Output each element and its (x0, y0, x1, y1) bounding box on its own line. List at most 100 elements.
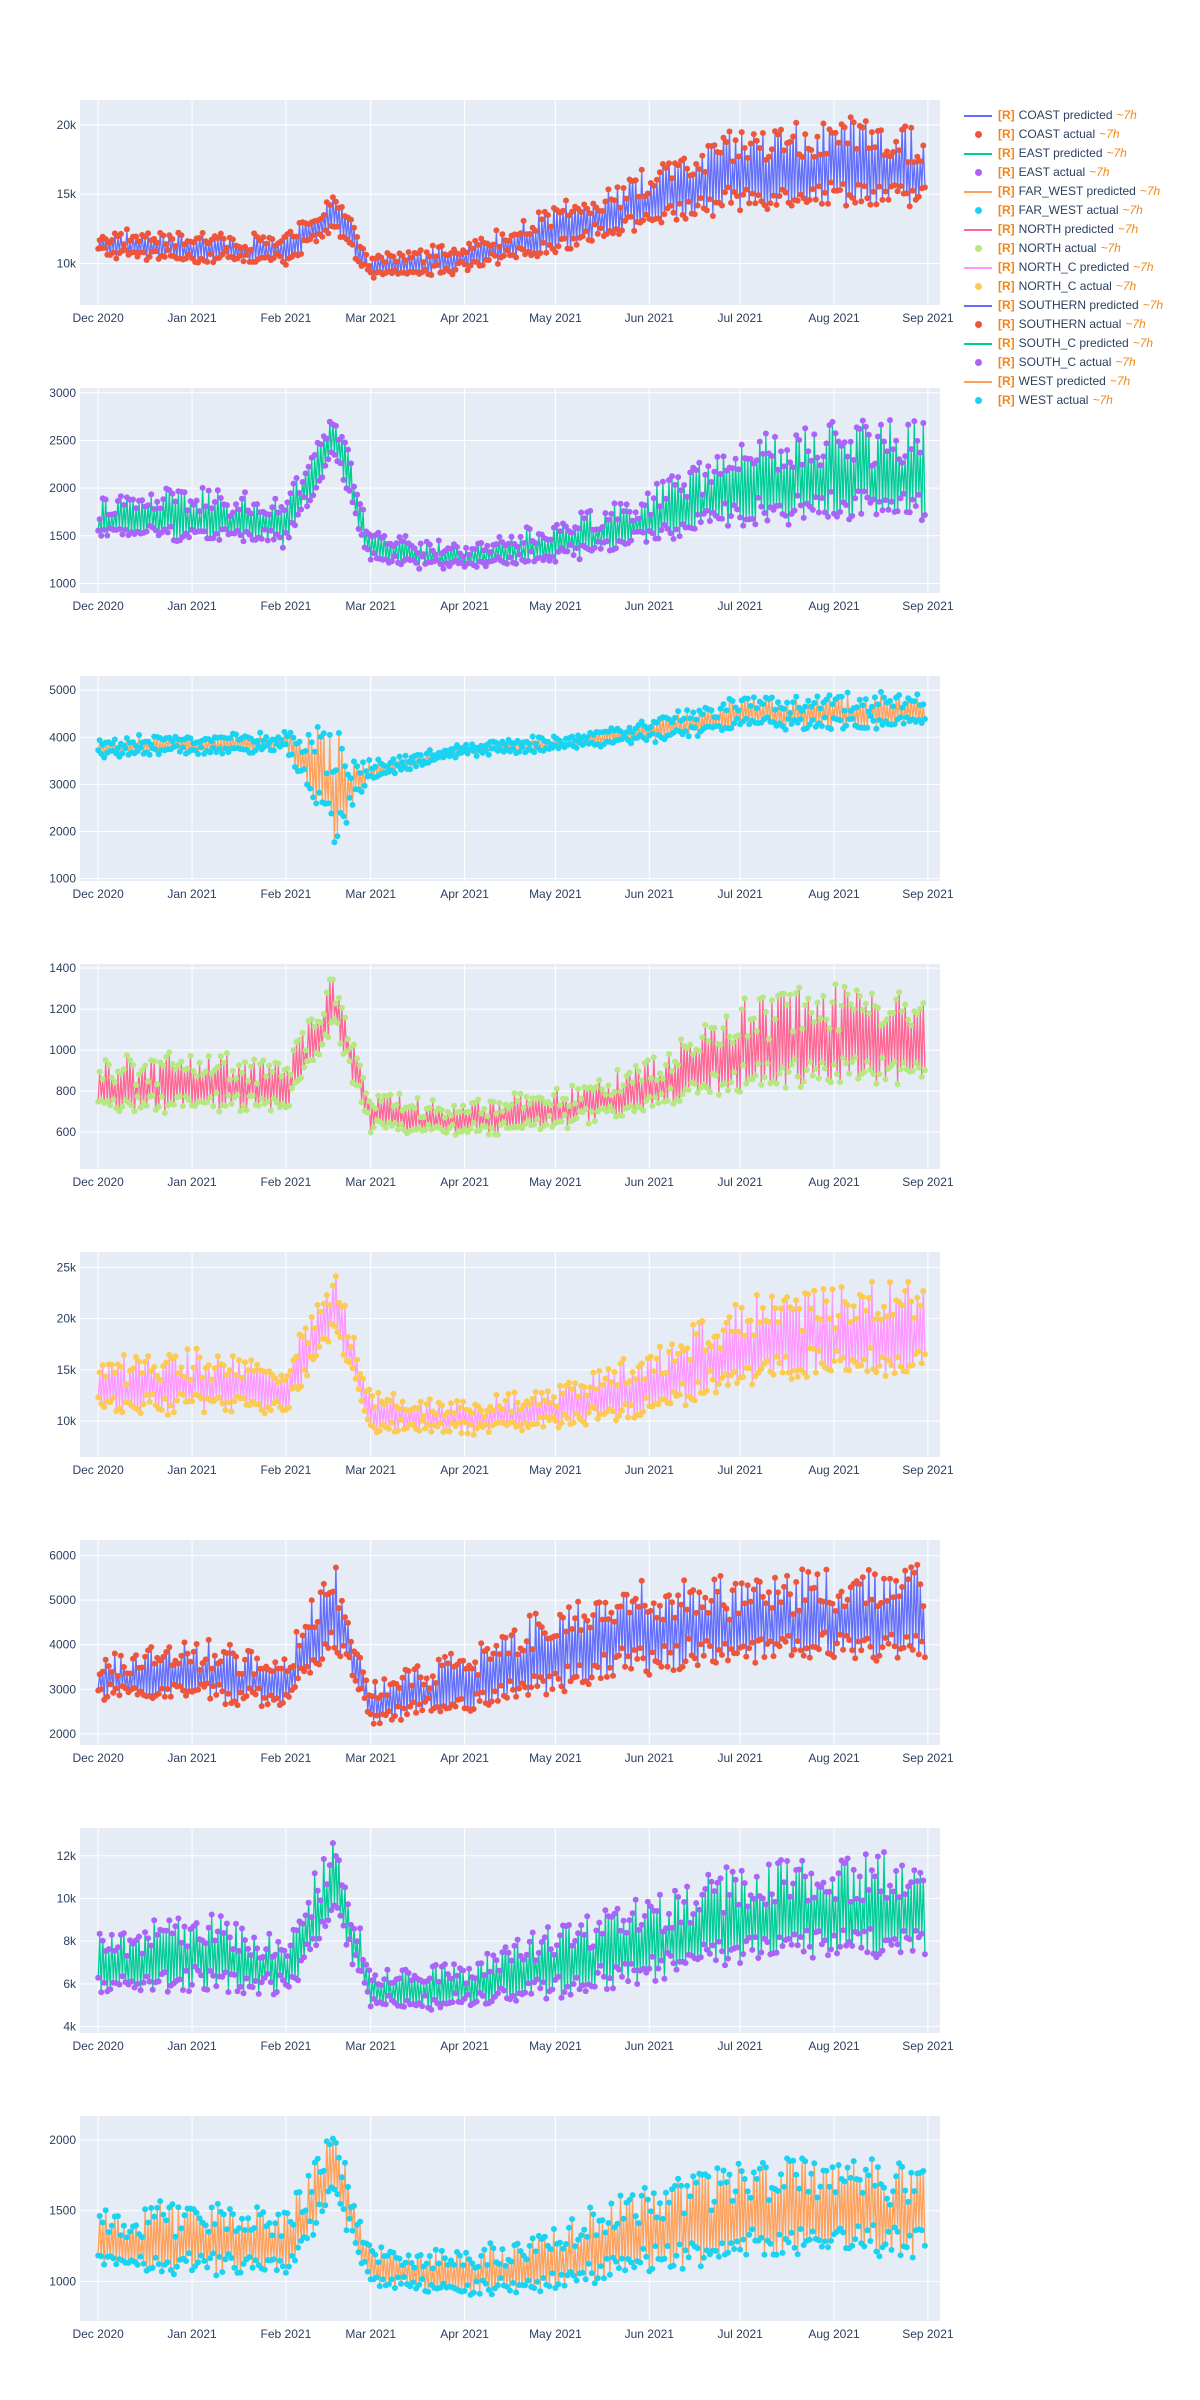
actual-point (899, 460, 905, 466)
actual-point (100, 1938, 106, 1944)
actual-point (456, 1420, 462, 1426)
legend-item[interactable]: [R] COAST predicted ~7h (960, 106, 1163, 125)
actual-point (124, 1381, 130, 1387)
actual-point (213, 531, 219, 537)
actual-point (300, 1030, 306, 1036)
actual-point (354, 1056, 360, 1062)
actual-point (180, 1987, 186, 1993)
actual-point (333, 1565, 339, 1571)
actual-point (908, 1022, 914, 1028)
actual-point (857, 426, 863, 432)
actual-point (139, 1665, 145, 1671)
actual-point (751, 2169, 757, 2175)
actual-point (165, 1412, 171, 1418)
actual-point (615, 516, 621, 522)
actual-point (230, 1353, 236, 1359)
actual-point (716, 1647, 722, 1653)
legend-item[interactable]: [R] SOUTH_C predicted ~7h (960, 334, 1163, 353)
legend-item[interactable]: [R] SOUTHERN predicted ~7h (960, 296, 1163, 315)
actual-point (864, 2227, 870, 2233)
actual-point (209, 1377, 215, 1383)
actual-point (746, 1935, 752, 1941)
actual-point (578, 2232, 584, 2238)
actual-point (665, 2243, 671, 2249)
legend-item[interactable]: [R] NORTH_C predicted ~7h (960, 258, 1163, 277)
legend-item[interactable]: [R] COAST actual ~7h (960, 125, 1163, 144)
actual-point (466, 552, 472, 558)
actual-point (138, 2254, 144, 2260)
actual-point (916, 1065, 922, 1071)
legend-item[interactable]: [R] FAR_WEST predicted ~7h (960, 182, 1163, 201)
actual-point (851, 1006, 857, 1012)
legend-item[interactable]: [R] NORTH_C actual ~7h (960, 277, 1163, 296)
legend-item[interactable]: [R] FAR_WEST actual ~7h (960, 201, 1163, 220)
legend-tag: [R] (998, 182, 1015, 201)
actual-point (774, 1950, 780, 1956)
legend-item[interactable]: [R] WEST actual ~7h (960, 391, 1163, 410)
actual-point (428, 272, 434, 278)
actual-point (649, 731, 655, 737)
actual-point (263, 734, 269, 740)
actual-point (777, 2232, 783, 2238)
actual-point (477, 1698, 483, 1704)
actual-point (889, 1942, 895, 1948)
actual-point (904, 190, 910, 196)
legend-item[interactable]: [R] NORTH predicted ~7h (960, 220, 1163, 239)
actual-point (793, 990, 799, 996)
actual-point (716, 2254, 722, 2260)
actual-point (896, 1593, 902, 1599)
actual-point (589, 1674, 595, 1680)
actual-point (781, 706, 787, 712)
actual-point (615, 1382, 621, 1388)
actual-point (194, 498, 200, 504)
actual-point (592, 545, 598, 551)
actual-point (278, 2233, 284, 2239)
actual-point (342, 2160, 348, 2166)
legend-item[interactable]: [R] WEST predicted ~7h (960, 372, 1163, 391)
actual-point (274, 2267, 280, 2273)
actual-point (121, 502, 127, 508)
legend-item[interactable]: [R] EAST predicted ~7h (960, 144, 1163, 163)
actual-point (698, 1641, 704, 1647)
actual-point (725, 184, 731, 190)
actual-point (845, 991, 851, 997)
actual-point (239, 1070, 245, 1076)
actual-point (687, 1042, 693, 1048)
actual-point (163, 1928, 169, 1934)
actual-point (537, 250, 543, 256)
actual-point (503, 1398, 509, 1404)
actual-point (387, 1398, 393, 1404)
legend-item[interactable]: [R] SOUTHERN actual ~7h (960, 315, 1163, 334)
actual-point (386, 1426, 392, 1432)
actual-point (503, 2263, 509, 2269)
legend-item[interactable]: [R] NORTH actual ~7h (960, 239, 1163, 258)
actual-point (254, 1656, 260, 1662)
actual-point (783, 1639, 789, 1645)
actual-point (795, 1942, 801, 1948)
actual-point (496, 1651, 502, 1657)
actual-point (400, 1675, 406, 1681)
actual-point (652, 739, 658, 745)
legend-item[interactable]: [R] SOUTH_C actual ~7h (960, 353, 1163, 372)
actual-point (919, 1931, 925, 1937)
actual-point (780, 2250, 786, 2256)
actual-point (147, 254, 153, 260)
actual-point (836, 2162, 842, 2168)
actual-point (754, 2176, 760, 2182)
actual-point (774, 202, 780, 208)
actual-point (525, 1692, 531, 1698)
actual-point (751, 1016, 757, 1022)
actual-point (902, 701, 908, 707)
actual-point (566, 1604, 572, 1610)
actual-point (621, 1082, 627, 1088)
actual-point (754, 457, 760, 463)
actual-point (481, 1106, 487, 1112)
actual-point (319, 1656, 325, 1662)
legend-item[interactable]: [R] EAST actual ~7h (960, 163, 1163, 182)
actual-point (272, 1952, 278, 1958)
actual-point (839, 1284, 845, 1290)
x-tick-label: Sep 2021 (902, 1175, 954, 1189)
actual-point (811, 154, 817, 160)
actual-point (263, 241, 269, 247)
actual-point (834, 1348, 840, 1354)
